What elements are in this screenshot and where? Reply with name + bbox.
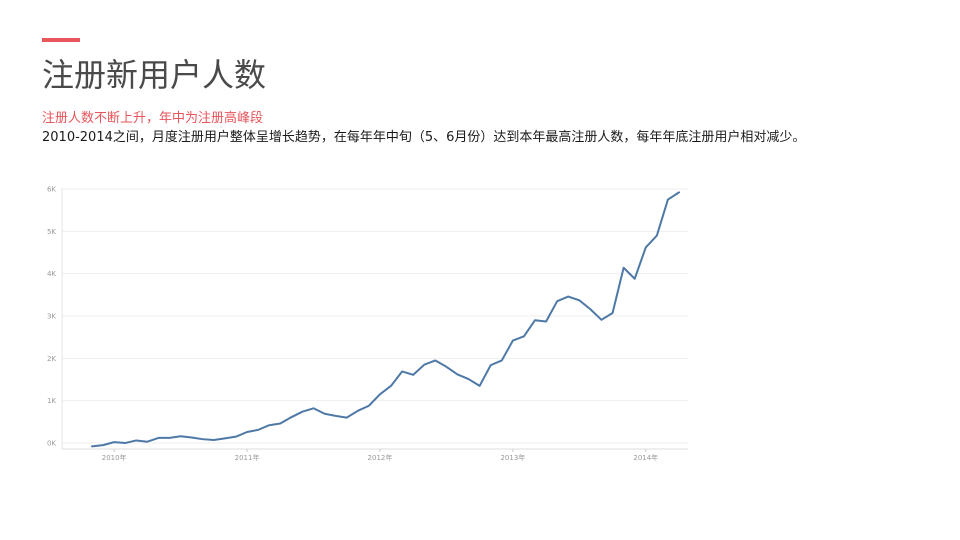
data-point xyxy=(246,431,248,433)
data-point xyxy=(301,411,303,413)
data-point xyxy=(124,442,126,444)
data-point xyxy=(113,441,115,443)
x-tick-label: 2011年 xyxy=(235,453,260,462)
y-tick-label: 4K xyxy=(47,270,56,278)
data-point xyxy=(445,366,447,368)
data-point xyxy=(612,312,614,314)
data-point xyxy=(268,424,270,426)
y-tick-label: 1K xyxy=(47,397,56,405)
data-point xyxy=(169,437,171,439)
data-point xyxy=(412,374,414,376)
data-point xyxy=(678,191,680,193)
x-tick-label: 2012年 xyxy=(368,453,393,462)
data-point xyxy=(224,437,226,439)
data-point xyxy=(379,393,381,395)
data-point xyxy=(456,373,458,375)
y-tick-label: 2K xyxy=(47,355,56,363)
series-line xyxy=(91,191,680,448)
x-tick-label: 2014年 xyxy=(633,453,658,462)
x-tick-label: 2013年 xyxy=(500,453,525,462)
data-point xyxy=(567,296,569,298)
data-point xyxy=(390,385,392,387)
series-layer xyxy=(91,191,680,448)
data-point xyxy=(656,235,658,237)
description: 2010-2014之间，月度注册用户整体呈增长趋势，在每年年中旬（5、6月份）达… xyxy=(42,130,806,145)
axes xyxy=(61,188,688,452)
data-point xyxy=(423,364,425,366)
data-point xyxy=(357,410,359,412)
data-point xyxy=(401,370,403,372)
x-tick-label: 2010年 xyxy=(102,453,127,462)
data-point xyxy=(279,423,281,425)
data-point xyxy=(180,435,182,437)
data-point xyxy=(235,436,237,438)
data-point xyxy=(634,278,636,280)
accent-bar xyxy=(42,38,80,42)
page-title: 注册新用户人数 xyxy=(42,56,267,94)
data-point xyxy=(534,319,536,321)
data-point xyxy=(157,437,159,439)
data-point xyxy=(290,416,292,418)
data-point xyxy=(468,378,470,380)
data-point xyxy=(490,364,492,366)
data-point xyxy=(91,445,93,447)
data-point xyxy=(335,415,337,417)
data-point xyxy=(324,413,326,415)
data-point xyxy=(556,300,558,302)
data-point xyxy=(313,407,315,409)
x-tick-labels: 2010年 2011年 2012年 2013年 2014年 xyxy=(102,453,658,462)
data-point xyxy=(545,321,547,323)
data-point xyxy=(191,437,193,439)
data-point xyxy=(102,444,104,446)
grid-lines xyxy=(62,188,688,444)
data-point xyxy=(368,405,370,407)
y-tick-labels: 0K 1K 2K 3K 4K 5K 6K xyxy=(47,186,56,448)
data-point xyxy=(589,308,591,310)
data-point xyxy=(479,385,481,387)
data-point xyxy=(512,340,514,342)
data-point xyxy=(146,441,148,443)
data-point xyxy=(600,319,602,321)
data-point xyxy=(135,439,137,441)
data-point xyxy=(213,439,215,441)
subtitle: 注册人数不断上升，年中为注册高峰段 xyxy=(42,111,264,126)
data-point xyxy=(645,246,647,248)
data-point xyxy=(501,359,503,361)
y-tick-label: 3K xyxy=(47,313,56,321)
data-point xyxy=(434,359,436,361)
y-tick-label: 0K xyxy=(47,440,56,448)
data-point xyxy=(346,417,348,419)
y-tick-label: 6K xyxy=(47,186,56,194)
data-point xyxy=(667,199,669,201)
data-point xyxy=(578,299,580,301)
data-point xyxy=(523,335,525,337)
data-point xyxy=(623,267,625,269)
data-point xyxy=(257,429,259,431)
data-point xyxy=(202,438,204,440)
y-tick-label: 5K xyxy=(47,228,56,236)
